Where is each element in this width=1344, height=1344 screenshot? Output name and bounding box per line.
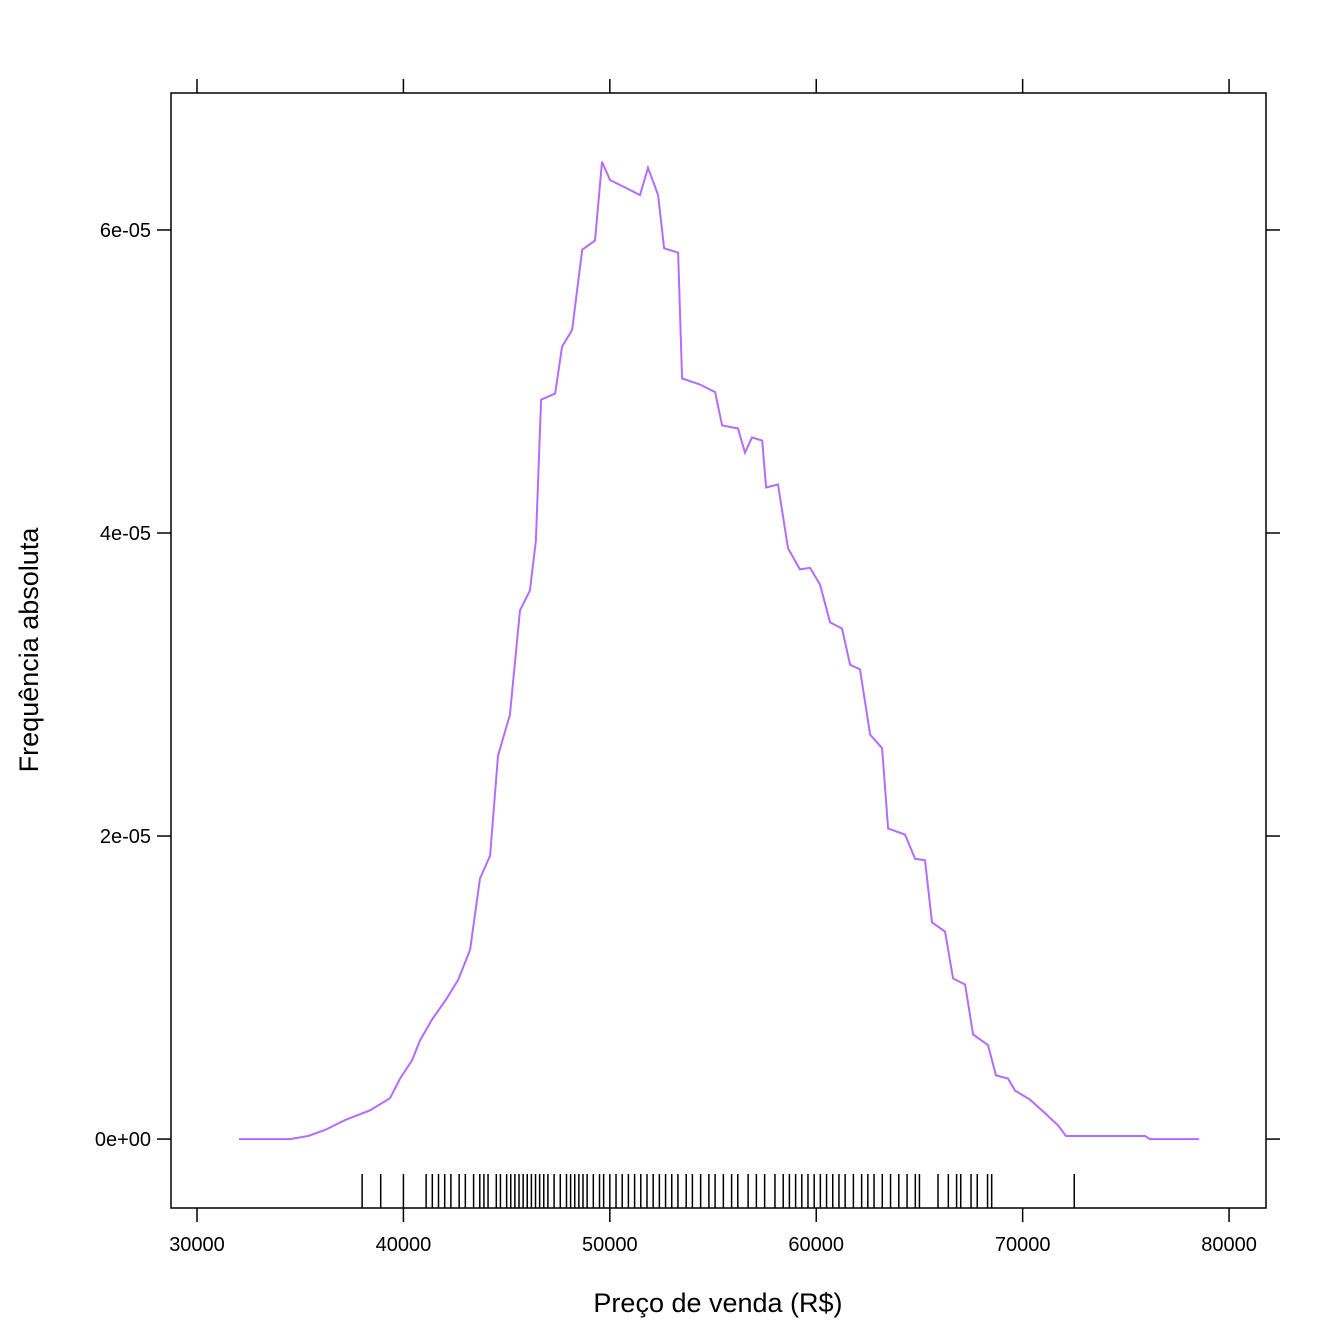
y-tick-label: 0e+00 [95,1129,151,1151]
density-line [239,161,1200,1141]
y-axis-title: Frequência absoluta [14,527,44,773]
x-tick-label: 30000 [169,1234,225,1256]
x-tick-label: 50000 [582,1234,638,1256]
x-tick-label: 60000 [788,1234,844,1256]
x-tick-label: 80000 [1201,1234,1257,1256]
x-axis-title: Preço de venda (R$) [593,1288,842,1318]
y-tick-label: 4e-05 [100,523,151,545]
plot-frame [170,92,1267,1209]
x-tick-label: 40000 [376,1234,432,1256]
y-tick-label: 2e-05 [100,826,151,848]
x-tick-label: 70000 [995,1234,1051,1256]
y-tick-label: 6e-05 [100,220,151,242]
